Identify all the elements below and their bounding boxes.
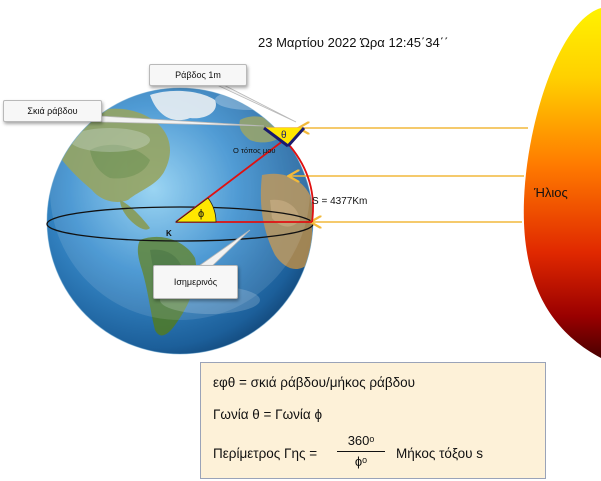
rod-shadow-line (263, 126, 289, 148)
sun (523, 8, 601, 358)
formula-box: εφθ = σκιά ράβδου/μήκος ράβδου Γωνία θ =… (200, 362, 546, 479)
phi-label: ϕ (198, 208, 204, 220)
shadow-triangle (264, 128, 304, 146)
formula-fraction: 360ᵒ ϕᵒ (337, 433, 385, 470)
callout-rod-shadow: Σκιά ράβδου (3, 100, 102, 122)
rod-label: Ράβδος 1m (175, 70, 221, 80)
angle-phi-wedge (174, 197, 217, 223)
callout-equator: Ισημερινός (153, 265, 238, 299)
fraction-bar (337, 451, 385, 452)
formula-tan: εφθ = σκιά ράβδου/μήκος ράβδου (213, 375, 415, 390)
fraction-numerator: 360ᵒ (347, 433, 375, 448)
date-time: 23 Μαρτίου 2022 Ώρα 12:45΄34΄΄ (258, 35, 448, 50)
center-label: Κ (166, 229, 172, 238)
sun-label: Ήλιος (533, 185, 568, 200)
callout-rod: Ράβδος 1m (149, 64, 247, 86)
formula-angle-equality: Γωνία θ = Γωνία ϕ (213, 407, 323, 422)
formula-perimeter-left: Περίμετρος Γης = (213, 446, 318, 461)
arc-length-label: S = 4377Km (312, 196, 367, 207)
rod-shadow-label: Σκιά ράβδου (27, 106, 78, 116)
equator-label: Ισημερινός (173, 277, 218, 287)
rod (286, 127, 306, 147)
my-place-label: Ο τόπος μου (233, 146, 275, 155)
fraction-denominator: ϕᵒ (354, 454, 368, 469)
theta-label: θ (281, 130, 287, 141)
formula-arc-length: Μήκος τόξου s (396, 446, 484, 461)
arc-s (289, 145, 314, 223)
